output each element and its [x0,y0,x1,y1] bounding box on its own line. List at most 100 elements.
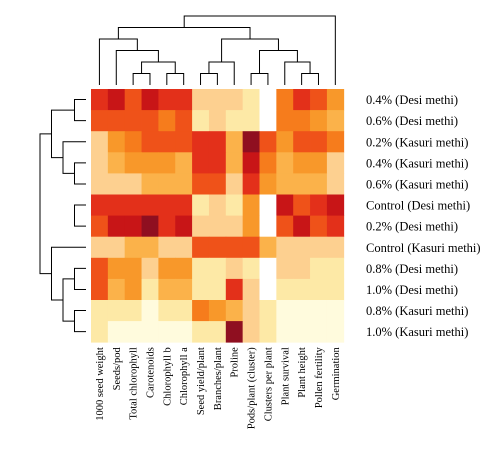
heatmap-cell [141,89,159,111]
heatmap-cell [310,257,328,280]
heatmap-cell [259,215,277,238]
column-label: Seeds/pod [112,346,123,390]
heatmap-cell [293,257,311,280]
heatmap-cell [225,131,244,153]
heatmap-cell [310,131,328,153]
heatmap-cell [242,89,260,111]
heatmap-cell [91,131,109,153]
heatmap-cell [293,236,311,259]
heatmap-cell [107,194,126,216]
heatmap-cell [293,173,311,195]
row-label: 1.0% (Kasuri methi) [366,325,468,339]
heatmap-cell [293,321,311,343]
heatmap-cell [259,257,277,280]
heatmap-cell [124,215,142,238]
dendrogram-branch [74,99,86,122]
heatmap-cell [276,89,294,111]
heatmap-cell [326,131,345,153]
heatmap-cell [276,194,294,216]
row-label: 0.4% (Desi methi) [366,93,458,107]
row-label: 0.6% (Desi methi) [366,114,458,128]
heatmap-cell [192,257,210,280]
heatmap-cell [107,152,126,174]
heatmap-cell [225,257,244,280]
column-label: Plant survival [280,347,291,405]
column-label: Branches/plant [213,347,224,410]
column-label: Germination [331,346,342,400]
heatmap-cell [91,215,109,238]
heatmap-cell [259,89,277,111]
heatmap-cell [310,300,328,322]
heatmap-cell [276,131,294,153]
row-dendrogram [39,99,86,333]
heatmap-cell [310,152,328,174]
heatmap-cell [124,278,142,301]
heatmap-cell [208,131,227,153]
heatmap-cell [259,173,277,195]
heatmap-cell [91,194,109,216]
heatmap-cell [276,278,294,301]
heatmap-cell [158,257,176,280]
heatmap-cell [208,278,227,301]
column-dendrogram [98,15,336,85]
heatmap-cell [141,194,159,216]
heatmap-cell [225,194,244,216]
heatmap-cell [208,89,227,111]
heatmap-cell [91,89,109,111]
dendrogram-branch [98,38,138,85]
heatmap-cell [158,152,176,174]
heatmap-cell [192,236,210,259]
heatmap-cell [141,110,159,132]
dendrogram-branch [166,73,185,85]
heatmap-cell [175,215,193,238]
heatmap-cell [225,300,244,322]
heatmap-cell [326,300,345,322]
heatmap-cell [192,131,210,153]
heatmap-cell [107,236,126,259]
heatmap-cell [91,321,109,343]
heatmap-cell [242,321,260,343]
heatmap-cell [225,110,244,132]
heatmap-cell [124,173,142,195]
column-label: Plant height [297,347,308,398]
heatmap-cell [293,300,311,322]
heatmap-cell [293,215,311,238]
heatmap-cell [107,89,126,111]
heatmap-cell [293,194,311,216]
heatmap-cell [107,321,126,343]
heatmap-cell [225,173,244,195]
row-label: 0.2% (Kasuri methi) [366,135,468,149]
heatmap-cell [124,300,142,322]
column-labels: 1000 seed weight Seeds/pod Total chlorophy… [95,346,342,429]
heatmap-cell [91,236,109,259]
heatmap-cell [242,194,260,216]
dendrogram-branch [62,278,75,322]
heatmap-cell [192,110,210,132]
heatmap-cell [259,152,277,174]
heatmap-cell [158,321,176,343]
heatmap-cell [259,131,277,153]
heatmap-cell [175,131,193,153]
heatmap-cell [158,131,176,153]
row-label: 0.4% (Kasuri methi) [366,156,468,170]
heatmap-cells [91,89,345,343]
heatmap-cell [158,173,176,195]
heatmap-cell [242,215,260,238]
heatmap-cell [242,152,260,174]
dendrogram-branch [74,267,86,290]
dendrogram-branch [74,162,86,185]
heatmap-cell [259,110,277,132]
heatmap-cell [107,257,126,280]
row-label: 0.8% (Desi methi) [366,262,458,276]
heatmap-cell [124,236,142,259]
column-label: Pods/plant (cluster) [247,347,258,429]
heatmap-cell [276,300,294,322]
heatmap-cell [259,278,277,301]
heatmap-cell [259,321,277,343]
heatmap-cell [276,110,294,132]
heatmap-cell [91,257,109,280]
heatmap-cell [175,300,193,322]
heatmap-cell [259,194,277,216]
column-label: Clusters per plant [263,347,274,421]
